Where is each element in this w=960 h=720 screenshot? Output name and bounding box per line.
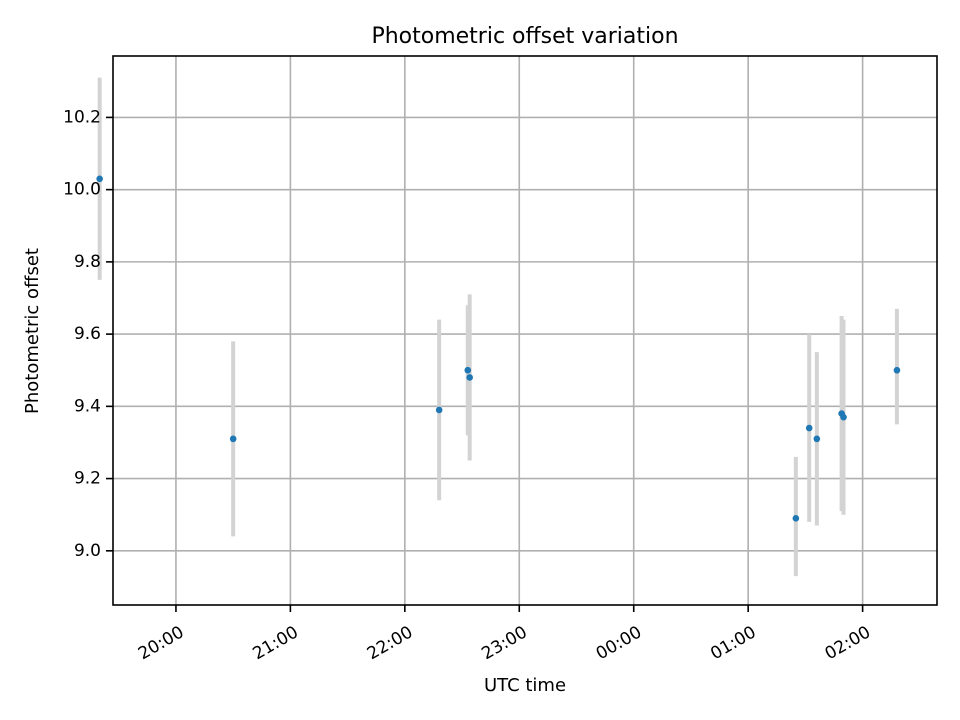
x-axis-label: UTC time	[484, 675, 566, 696]
x-tick-label: 02:00	[822, 622, 874, 664]
y-tick-label: 10.0	[63, 180, 101, 200]
data-point	[792, 515, 800, 522]
y-tick-label: 10.2	[63, 107, 101, 127]
data-point	[229, 435, 237, 443]
chart-title: Photometric offset variation	[371, 24, 678, 49]
x-tick-label: 01:00	[707, 622, 759, 664]
grid-layer	[113, 56, 937, 605]
x-tick-label: 21:00	[249, 622, 301, 664]
plot-frame	[112, 55, 938, 606]
y-tick-label: 9.4	[74, 396, 101, 416]
y-tick-label: 9.2	[74, 469, 101, 489]
data-point	[96, 175, 103, 183]
x-tick-label: 23:00	[478, 622, 530, 664]
data-point	[464, 366, 472, 374]
point-layer	[96, 175, 901, 522]
data-point	[840, 413, 847, 421]
y-tick-label: 9.0	[74, 541, 101, 561]
data-point	[435, 406, 443, 414]
data-point	[813, 435, 821, 443]
errorbar-layer	[97, 77, 899, 577]
y-axis-label: Photometric offset	[22, 248, 43, 414]
x-tick-label: 00:00	[593, 622, 645, 664]
x-tick-label: 20:00	[135, 622, 187, 664]
data-point	[893, 366, 901, 374]
x-tick-label: 22:00	[364, 622, 416, 664]
data-point	[466, 374, 473, 381]
data-point	[805, 424, 813, 432]
y-tick-label: 9.8	[74, 252, 101, 272]
y-tick-label: 9.6	[74, 324, 101, 344]
